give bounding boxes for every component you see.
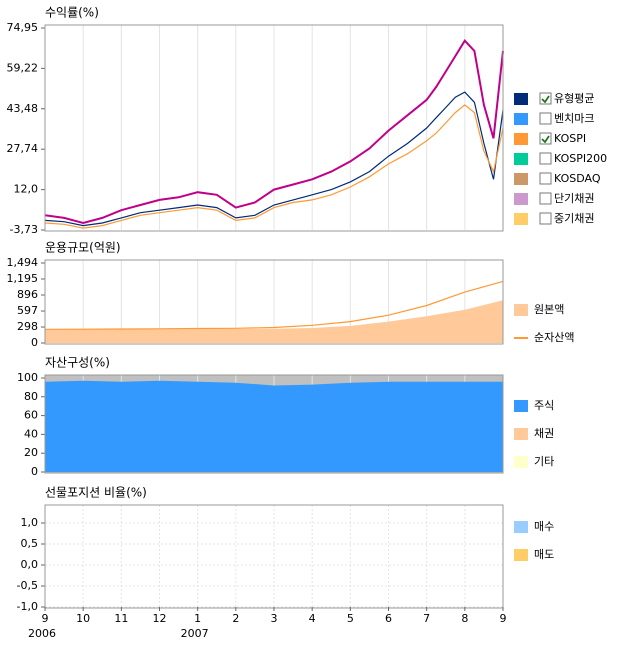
legend-swatch [514,93,528,105]
legend-label: 순자산액 [534,331,574,344]
panel-title: 선물포지션 비율(%) [45,486,147,500]
x-tick-label: 2 [232,612,239,625]
panel-title: 수익률(%) [45,6,99,20]
plot-border [44,24,504,232]
y-tick-label: 80 [24,390,38,403]
y-tick-label: 0 [31,465,38,478]
legend-swatch [514,113,528,125]
x-tick-label: 8 [461,612,468,625]
x-tick-label: 3 [271,612,278,625]
y-tick-label: 298 [17,320,38,333]
y-tick-label: 0 [31,336,38,349]
legend-swatch [514,133,528,145]
y-tick-label: 12,0 [14,183,39,196]
legend-label: 매도 [534,548,554,561]
legend-swatch [514,153,528,165]
y-tick-label: 100 [17,371,38,384]
checkbox[interactable] [539,92,552,105]
checkmark [541,95,550,104]
legend-label: 채권 [534,427,554,440]
area [45,380,503,472]
legend-label: 유형평균 [554,92,594,105]
y-tick-label: -0,5 [17,579,38,592]
line [44,91,504,227]
legend-label: 매수 [534,520,554,533]
checkbox[interactable] [539,192,552,205]
legend-swatch [514,456,528,468]
x-tick-label: 9 [500,612,507,625]
y-tick-label: 20 [24,446,38,459]
y-tick-label: 896 [17,288,38,301]
x-tick-label: 12 [153,612,167,625]
checkbox[interactable] [539,132,552,145]
y-tick-label: 60 [24,409,38,422]
line [44,280,504,330]
year-label: 2007 [181,627,209,640]
legend-label: 벤치마크 [554,112,594,125]
x-tick-label: 1 [194,612,201,625]
year-label: 2006 [28,627,56,640]
line [44,104,504,229]
legend-swatch [514,521,528,533]
checkbox[interactable] [539,172,552,185]
y-tick-label: 59,22 [7,61,39,74]
legend-label: KOSPI200 [554,152,607,165]
y-tick-label: 27,74 [7,142,39,155]
legend-swatch [514,173,528,185]
y-tick-label: -3,73 [10,223,38,236]
line [44,39,504,225]
panel-title: 자산구성(%) [45,356,110,370]
y-tick-label: 0,5 [21,537,39,550]
y-tick-label: -1,0 [17,600,38,613]
plot-border [44,259,504,345]
y-tick-label: 43,48 [7,102,39,115]
y-tick-label: 0,0 [21,558,39,571]
checkbox[interactable] [539,152,552,165]
checkbox[interactable] [539,212,552,225]
panel-title: 운용규모(억원) [45,241,121,255]
area [45,300,503,343]
x-tick-label: 10 [76,612,90,625]
plot-border [44,374,504,474]
legend-label: KOSDAQ [554,172,601,185]
legend-label: KOSPI [554,132,586,145]
y-tick-label: 1,494 [7,256,39,269]
y-tick-label: 1,195 [7,272,39,285]
x-tick-label: 4 [309,612,316,625]
legend-label: 기타 [534,455,554,468]
y-tick-label: 597 [17,304,38,317]
legend-label: 중기채권 [554,212,594,225]
checkmark [541,135,550,144]
legend-swatch [514,213,528,225]
x-tick-label: 9 [42,612,49,625]
legend-swatch [514,400,528,412]
legend-swatch [514,428,528,440]
x-tick-label: 5 [347,612,354,625]
checkbox[interactable] [539,112,552,125]
x-tick-label: 6 [385,612,392,625]
y-tick-label: 1,0 [21,516,39,529]
y-tick-label: 40 [24,427,38,440]
x-tick-label: 7 [423,612,430,625]
plot-area [45,505,503,608]
y-tick-label: 74,95 [7,21,39,34]
legend-label: 원본액 [534,303,564,316]
legend-swatch [514,193,528,205]
legend-label: 단기채권 [554,192,594,205]
legend-label: 주식 [534,399,554,412]
x-tick-label: 11 [114,612,128,625]
legend-swatch [514,304,528,316]
legend-swatch [514,549,528,561]
